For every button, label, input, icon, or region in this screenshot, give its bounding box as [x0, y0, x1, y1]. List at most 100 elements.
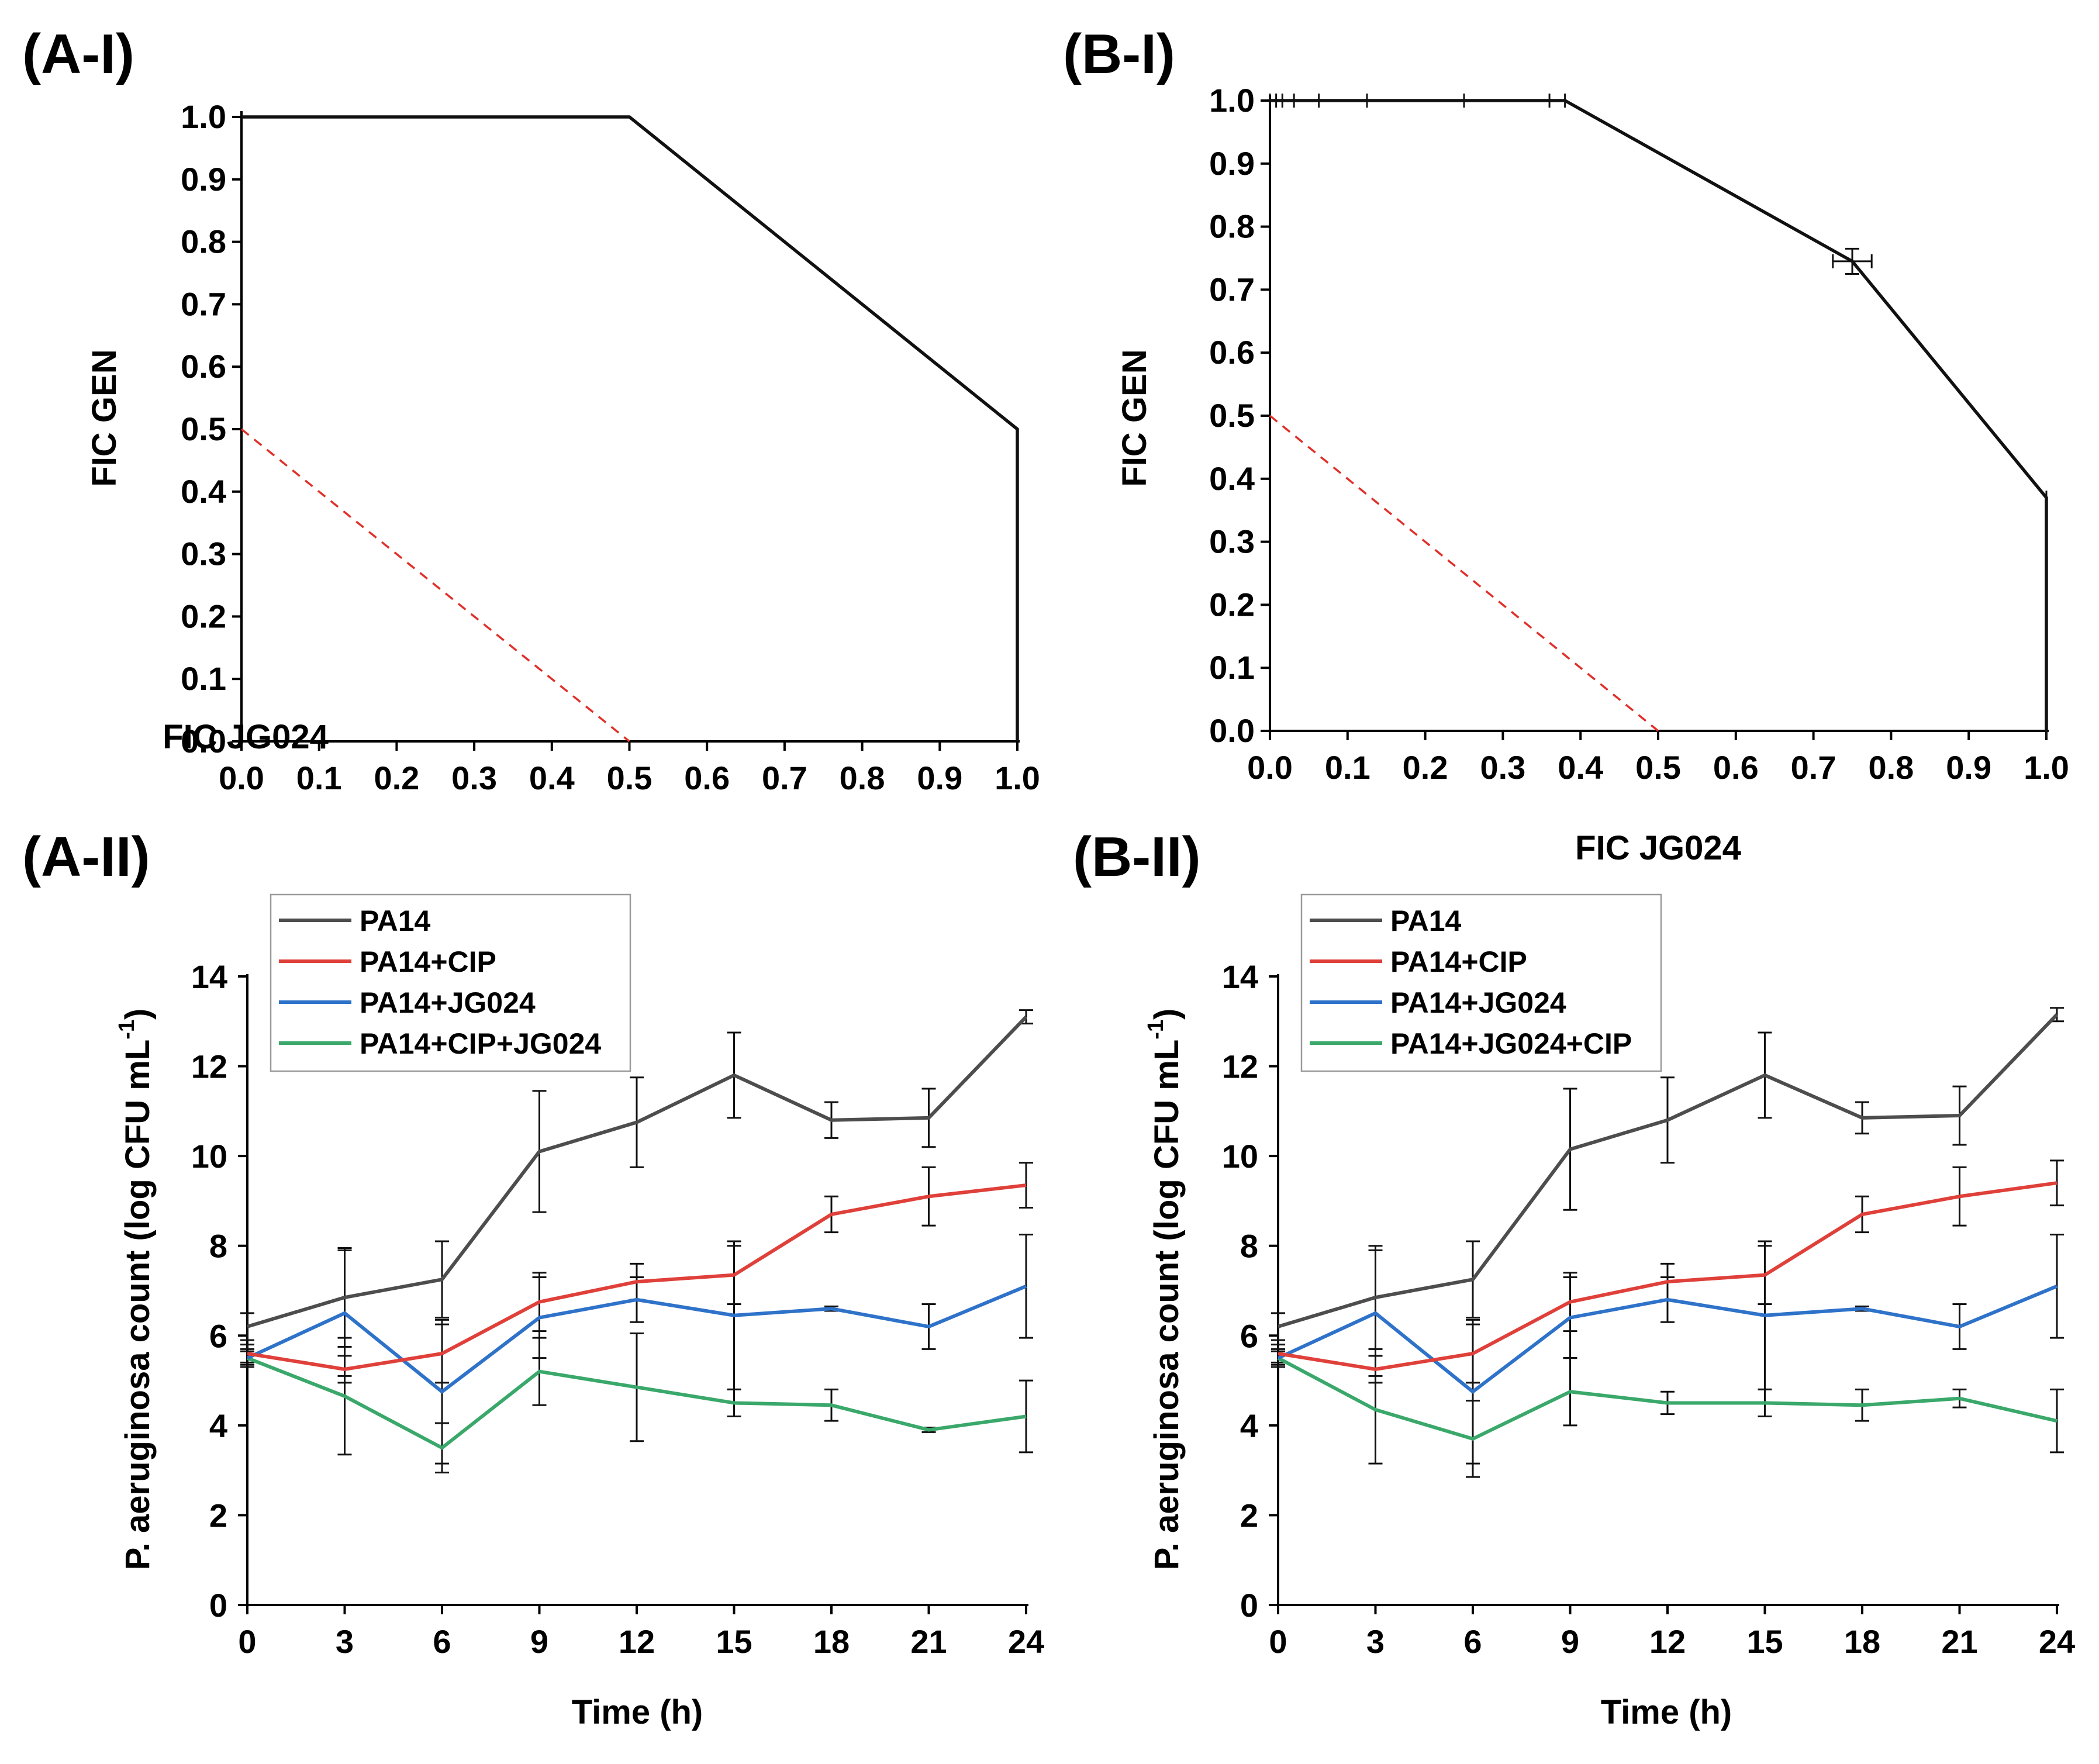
panel-label: (B-I)	[1063, 23, 1175, 85]
series-line-pa14-cip	[1278, 1181, 2057, 1371]
series-line-pa14	[1278, 1013, 2059, 1328]
legend-item: PA14+CIP	[1310, 945, 1527, 978]
x-tick-label: 1.0	[2024, 749, 2069, 786]
legend-label: PA14	[1390, 905, 1462, 937]
y-axis-title: P. aeruginosa count (log CFU mL-1)	[115, 1009, 157, 1570]
y-tick-label: 8	[1240, 1228, 1258, 1265]
x-tick-label: 24	[2039, 1623, 2075, 1660]
y-tick-label: 14	[191, 958, 227, 995]
x-tick-label: 6	[433, 1623, 451, 1660]
legend: PA14 PA14+CIP PA14+JG024 PA14+CIP+JG024	[270, 893, 631, 1072]
y-tick-label: 0.2	[181, 598, 226, 634]
y-tick-label: 12	[1222, 1048, 1258, 1085]
panel-a-i: (A-I) 0.0 0.1 0.2 0.3 0.4 0.5 0.6 0.7 0.8 0.9 1.0 0.…	[22, 23, 1040, 796]
y-axis-title-main: P. aeruginosa count (log CFU mL	[1148, 1040, 1186, 1570]
x-axis-title: FIC JG024	[1575, 829, 1741, 867]
panel-label: (A-II)	[22, 826, 150, 888]
series-line-pa14-jg024	[246, 1285, 1027, 1394]
panel-label: (A-I)	[22, 23, 134, 85]
x-tick-label: 18	[813, 1623, 850, 1660]
x-tick-label: 0.6	[684, 760, 730, 796]
y-tick-label: 2	[1240, 1497, 1258, 1534]
y-tick-label: 0.2	[1209, 586, 1255, 623]
legend-item: PA14	[1310, 905, 1462, 937]
y-axis-title-superscript: -1	[1144, 1020, 1168, 1040]
x-tick-label: 9	[530, 1623, 548, 1660]
x-tick-label: 0.9	[917, 760, 962, 796]
x-tick-label: 0.8	[1868, 749, 1914, 786]
y-tick-label: 0.9	[1209, 145, 1255, 182]
x-axis-title: Time (h)	[1601, 1693, 1732, 1731]
x-tick-label: 12	[619, 1623, 655, 1660]
x-tick-label: 0	[1269, 1623, 1287, 1660]
y-tick-label: 0.4	[1209, 460, 1255, 497]
y-tick-label: 0.8	[1209, 208, 1255, 245]
y-tick-label: 10	[1222, 1138, 1258, 1175]
y-tick-label: 14	[1222, 958, 1258, 995]
y-tick-label: 12	[191, 1048, 227, 1085]
legend-label: PA14+CIP+JG024	[360, 1027, 601, 1060]
y-tick-label: 0.3	[1209, 523, 1255, 560]
series-line-pa14-jg024-cip	[1277, 1356, 2057, 1441]
y-tick-label: 0.1	[181, 660, 226, 697]
y-tick-label: 0.4	[181, 473, 226, 510]
y-axis-title: FIC GEN	[85, 349, 123, 486]
x-tick-label: 18	[1844, 1623, 1880, 1660]
x-tick-label: 24	[1008, 1623, 1044, 1660]
x-tick-label: 6	[1463, 1623, 1482, 1660]
x-tick-label: 0.3	[1480, 749, 1525, 786]
legend-item: PA14+CIP+JG024	[279, 1027, 601, 1060]
y-tick-label: 1.0	[1209, 82, 1255, 119]
x-tick-label: 3	[336, 1623, 354, 1660]
legend-label: PA14	[360, 905, 431, 937]
y-tick-label: 0.5	[181, 410, 226, 447]
x-tick-label: 1.0	[995, 760, 1040, 796]
y-axis-title-superscript: -1	[115, 1020, 139, 1040]
x-tick-label: 9	[1561, 1623, 1579, 1660]
x-tick-label: 0.0	[219, 760, 264, 796]
panel-b-i: (B-I) 0.0 0.1 0.2 0.3 0.4 0.5 0.6 0.7 0.8 0.9 1.0 0.…	[1063, 23, 2069, 867]
y-tick-label: 0	[209, 1587, 227, 1624]
series-line-pa14-cip-jg024	[246, 1356, 1027, 1450]
x-tick-label: 0.2	[1403, 749, 1448, 786]
x-tick-label: 15	[716, 1623, 752, 1660]
y-tick-label: 0.6	[1209, 334, 1255, 371]
x-tick-label: 0.5	[1635, 749, 1681, 786]
x-tick-label: 0.1	[296, 760, 342, 796]
y-tick-label: 0.3	[181, 536, 226, 572]
y-axis-title-end: )	[119, 1009, 157, 1020]
y-tick-label: 2	[209, 1497, 227, 1534]
y-tick-label: 0.0	[1209, 712, 1255, 749]
isobologram-line	[241, 115, 1019, 741]
x-tick-label: 0.1	[1325, 749, 1370, 786]
x-tick-label: 0.9	[1946, 749, 1991, 786]
x-tick-label: 0.7	[1791, 749, 1836, 786]
y-tick-label: 0.7	[181, 285, 226, 322]
x-tick-label: 21	[910, 1623, 947, 1660]
x-axis-title: FIC JG024	[163, 718, 329, 756]
legend-item: PA14+JG024	[1310, 986, 1566, 1019]
x-tick-label: 0.5	[607, 760, 653, 796]
legend-item: PA14+JG024	[279, 986, 536, 1019]
y-tick-label: 0	[1240, 1587, 1258, 1624]
series-line-pa14-cip	[247, 1183, 1027, 1371]
y-tick-label: 6	[1240, 1317, 1258, 1354]
legend: PA14 PA14+CIP PA14+JG024 PA14+JG024+CIP	[1300, 893, 1662, 1072]
isobologram-line	[1270, 99, 2048, 731]
y-axis-title: P. aeruginosa count (log CFU mL-1)	[1144, 1009, 1186, 1570]
legend-label: PA14+JG024+CIP	[1390, 1027, 1632, 1060]
x-tick-label: 0.6	[1713, 749, 1759, 786]
x-tick-label: 0.4	[1558, 749, 1603, 786]
legend-label: PA14+JG024	[360, 986, 536, 1019]
legend-item: PA14+CIP	[279, 945, 496, 978]
y-tick-label: 6	[209, 1317, 227, 1354]
x-axis-title: Time (h)	[572, 1693, 703, 1731]
x-tick-label: 0.8	[840, 760, 885, 796]
additivity-line	[1269, 415, 1659, 732]
y-tick-label: 0.5	[1209, 397, 1255, 434]
x-tick-label: 0.7	[762, 760, 807, 796]
x-tick-label: 15	[1746, 1623, 1783, 1660]
